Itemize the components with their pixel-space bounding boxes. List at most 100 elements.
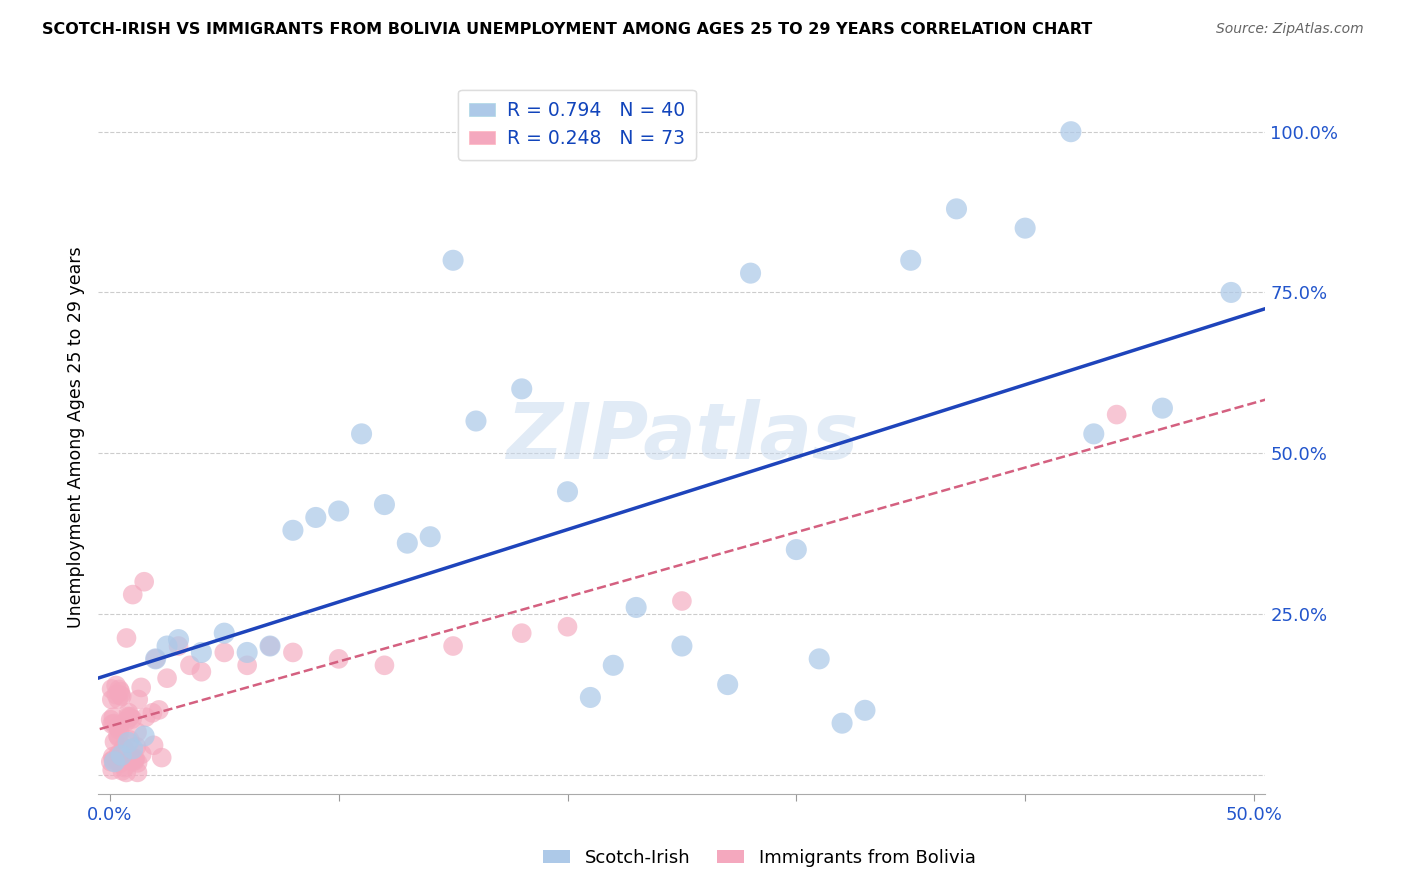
Point	[236, 645, 259, 659]
Point	[419, 530, 441, 544]
Point	[141, 706, 163, 720]
Point	[579, 690, 602, 705]
Point	[156, 639, 179, 653]
Point	[1083, 426, 1105, 441]
Point	[145, 652, 167, 666]
Point	[148, 703, 170, 717]
Point	[602, 658, 624, 673]
Point	[118, 754, 141, 768]
Point	[112, 740, 135, 755]
Point	[281, 524, 304, 538]
Text: SCOTCH-IRISH VS IMMIGRANTS FROM BOLIVIA UNEMPLOYMENT AMONG AGES 25 TO 29 YEARS C: SCOTCH-IRISH VS IMMIGRANTS FROM BOLIVIA …	[42, 22, 1092, 37]
Point	[259, 639, 281, 653]
Point	[785, 542, 807, 557]
Legend: Scotch-Irish, Immigrants from Bolivia: Scotch-Irish, Immigrants from Bolivia	[536, 842, 983, 874]
Point	[373, 498, 395, 512]
Point	[117, 735, 139, 749]
Point	[1014, 221, 1036, 235]
Point	[101, 717, 124, 731]
Point	[107, 747, 129, 761]
Point	[100, 681, 122, 696]
Point	[131, 747, 153, 761]
Point	[105, 753, 128, 767]
Point	[350, 426, 373, 441]
Point	[214, 626, 236, 640]
Point	[121, 588, 143, 602]
Point	[127, 765, 149, 780]
Point	[111, 690, 134, 704]
Point	[134, 574, 156, 589]
Point	[557, 620, 579, 634]
Point	[129, 681, 152, 695]
Point	[1105, 408, 1128, 422]
Point	[124, 751, 146, 765]
Point	[103, 735, 125, 749]
Point	[121, 742, 143, 756]
Point	[831, 716, 853, 731]
Point	[671, 594, 693, 608]
Point	[624, 600, 647, 615]
Point	[108, 731, 131, 745]
Point	[167, 632, 190, 647]
Point	[117, 709, 139, 723]
Point	[465, 414, 488, 428]
Point	[108, 718, 131, 732]
Point	[118, 733, 141, 747]
Text: ZIPatlas: ZIPatlas	[506, 399, 858, 475]
Point	[108, 756, 131, 771]
Point	[156, 671, 179, 685]
Point	[1152, 401, 1174, 416]
Point	[101, 749, 124, 764]
Point	[107, 720, 129, 734]
Point	[236, 658, 259, 673]
Y-axis label: Unemployment Among Ages 25 to 29 years: Unemployment Among Ages 25 to 29 years	[66, 246, 84, 628]
Point	[108, 723, 131, 737]
Point	[150, 750, 173, 764]
Point	[671, 639, 693, 653]
Point	[100, 755, 122, 769]
Point	[127, 756, 149, 770]
Point	[110, 748, 132, 763]
Point	[853, 703, 876, 717]
Point	[145, 652, 167, 666]
Point	[328, 504, 350, 518]
Point	[101, 692, 124, 706]
Point	[900, 253, 922, 268]
Point	[510, 626, 533, 640]
Point	[120, 751, 142, 765]
Point	[118, 710, 141, 724]
Point	[100, 713, 122, 727]
Point	[808, 652, 831, 666]
Point	[107, 692, 129, 706]
Point	[190, 665, 212, 679]
Point	[510, 382, 533, 396]
Point	[142, 739, 165, 753]
Point	[108, 682, 131, 697]
Point	[110, 684, 132, 698]
Point	[557, 484, 579, 499]
Point	[101, 763, 124, 777]
Text: Source: ZipAtlas.com: Source: ZipAtlas.com	[1216, 22, 1364, 37]
Point	[103, 716, 125, 731]
Point	[115, 765, 138, 780]
Point	[259, 639, 281, 653]
Point	[114, 760, 136, 774]
Point	[179, 658, 201, 673]
Point	[373, 658, 395, 673]
Point	[105, 678, 128, 692]
Point	[134, 729, 156, 743]
Point	[441, 253, 464, 268]
Point	[167, 639, 190, 653]
Point	[121, 712, 143, 726]
Point	[124, 754, 146, 768]
Point	[305, 510, 328, 524]
Point	[117, 706, 139, 720]
Point	[945, 202, 967, 216]
Point	[214, 645, 236, 659]
Point	[1220, 285, 1243, 300]
Point	[281, 645, 304, 659]
Point	[1060, 125, 1083, 139]
Point	[122, 753, 145, 767]
Point	[740, 266, 762, 280]
Point	[125, 725, 148, 739]
